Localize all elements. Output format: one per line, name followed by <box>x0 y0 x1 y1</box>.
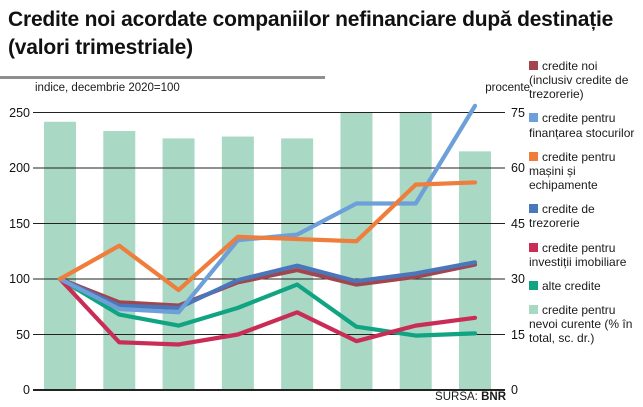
legend-item: credite de trezorerie <box>529 202 641 230</box>
legend-label: credite pentru mașini și echipamente <box>529 149 616 193</box>
line-series <box>57 262 478 308</box>
left-axis-tick: 150 <box>9 216 30 231</box>
left-axis-tick: 0 <box>23 383 30 397</box>
legend-item: credite pentru mașini și echipamente <box>529 150 641 192</box>
left-axis-tick: 100 <box>9 272 30 286</box>
line-series <box>57 276 478 338</box>
bar-nevoi-curente <box>44 121 76 390</box>
legend-item: alte credite <box>529 279 641 293</box>
legend-label: credite noi (inclusiv credite de trezore… <box>529 59 629 102</box>
left-axis-tick: 50 <box>16 327 30 342</box>
right-axis-tick: 45 <box>511 216 525 231</box>
right-axis-tick: 15 <box>511 327 525 342</box>
legend-label: alte credite <box>542 278 601 293</box>
legend-swatch-icon <box>529 151 538 161</box>
legend-label: credite de trezorerie <box>529 202 595 231</box>
chart-legend: credite noi (inclusiv credite de trezore… <box>529 59 641 356</box>
line-series <box>57 180 478 293</box>
legend-swatch-icon <box>529 305 538 315</box>
bar-nevoi-curente <box>103 131 136 390</box>
source-name: BNR <box>481 391 506 403</box>
legend-swatch-icon <box>529 280 538 290</box>
legend-item: credite pentru investiții imobiliare <box>529 241 641 269</box>
legend-label: credite pentru finanțarea stocurilor <box>529 111 635 140</box>
left-axis-tick: 200 <box>9 161 30 175</box>
bar-nevoi-curente <box>340 112 373 390</box>
bar-nevoi-curente <box>221 136 254 390</box>
bar-nevoi-curente <box>459 151 491 390</box>
title-divider <box>0 76 325 79</box>
chart-canvas <box>33 103 505 391</box>
source-note: SURSA: BNR <box>360 391 506 403</box>
legend-label: credite pentru investiții imobiliare <box>529 240 627 269</box>
right-axis-tick: 0 <box>511 383 518 397</box>
right-axis-tick: 75 <box>511 105 525 120</box>
legend-item: credite pentru nevoi curente (% în total… <box>529 303 641 345</box>
line-series <box>57 260 478 310</box>
right-axis-tick: 30 <box>511 272 525 286</box>
legend-swatch-icon <box>529 61 538 70</box>
legend-swatch-icon <box>529 113 538 123</box>
legend-label: credite pentru nevoi curente (% în total… <box>529 303 633 346</box>
legend-item: credite noi (inclusiv credite de trezore… <box>529 59 641 101</box>
line-series <box>57 276 478 347</box>
right-axis-tick: 60 <box>511 161 525 175</box>
left-axis-tick: 250 <box>9 105 30 120</box>
left-axis-header: indice, decembrie 2020=100 <box>35 82 180 94</box>
right-axis-header: procente <box>485 82 530 94</box>
bar-nevoi-curente <box>162 138 195 390</box>
legend-item: credite pentru finanțarea stocurilor <box>529 111 641 140</box>
legend-swatch-icon <box>529 204 538 214</box>
bar-nevoi-curente <box>399 112 432 390</box>
chart-title: Credite noi acordate companiilor nefinan… <box>8 8 614 60</box>
legend-swatch-icon <box>529 242 538 252</box>
source-prefix: SURSA: <box>435 391 478 403</box>
